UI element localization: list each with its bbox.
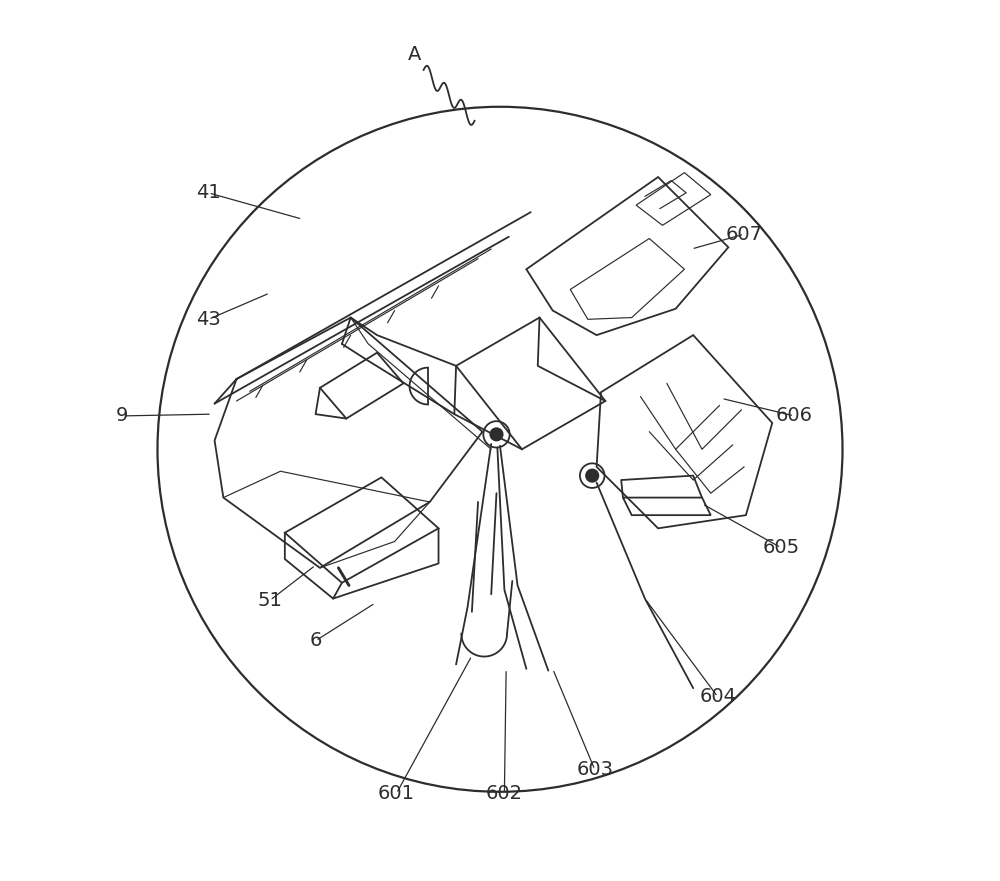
Text: 6: 6 <box>309 631 322 650</box>
Text: 9: 9 <box>116 406 129 426</box>
Text: 602: 602 <box>486 784 523 803</box>
Text: 603: 603 <box>576 760 613 780</box>
Circle shape <box>490 428 503 440</box>
Text: 607: 607 <box>726 225 763 244</box>
Text: 606: 606 <box>776 406 813 426</box>
Text: 605: 605 <box>762 538 800 557</box>
Text: 43: 43 <box>196 310 221 329</box>
Text: A: A <box>408 45 421 63</box>
Text: 601: 601 <box>378 784 415 803</box>
Circle shape <box>586 470 598 482</box>
Text: 604: 604 <box>699 687 736 707</box>
Text: 51: 51 <box>257 591 282 610</box>
Text: 41: 41 <box>196 183 221 203</box>
